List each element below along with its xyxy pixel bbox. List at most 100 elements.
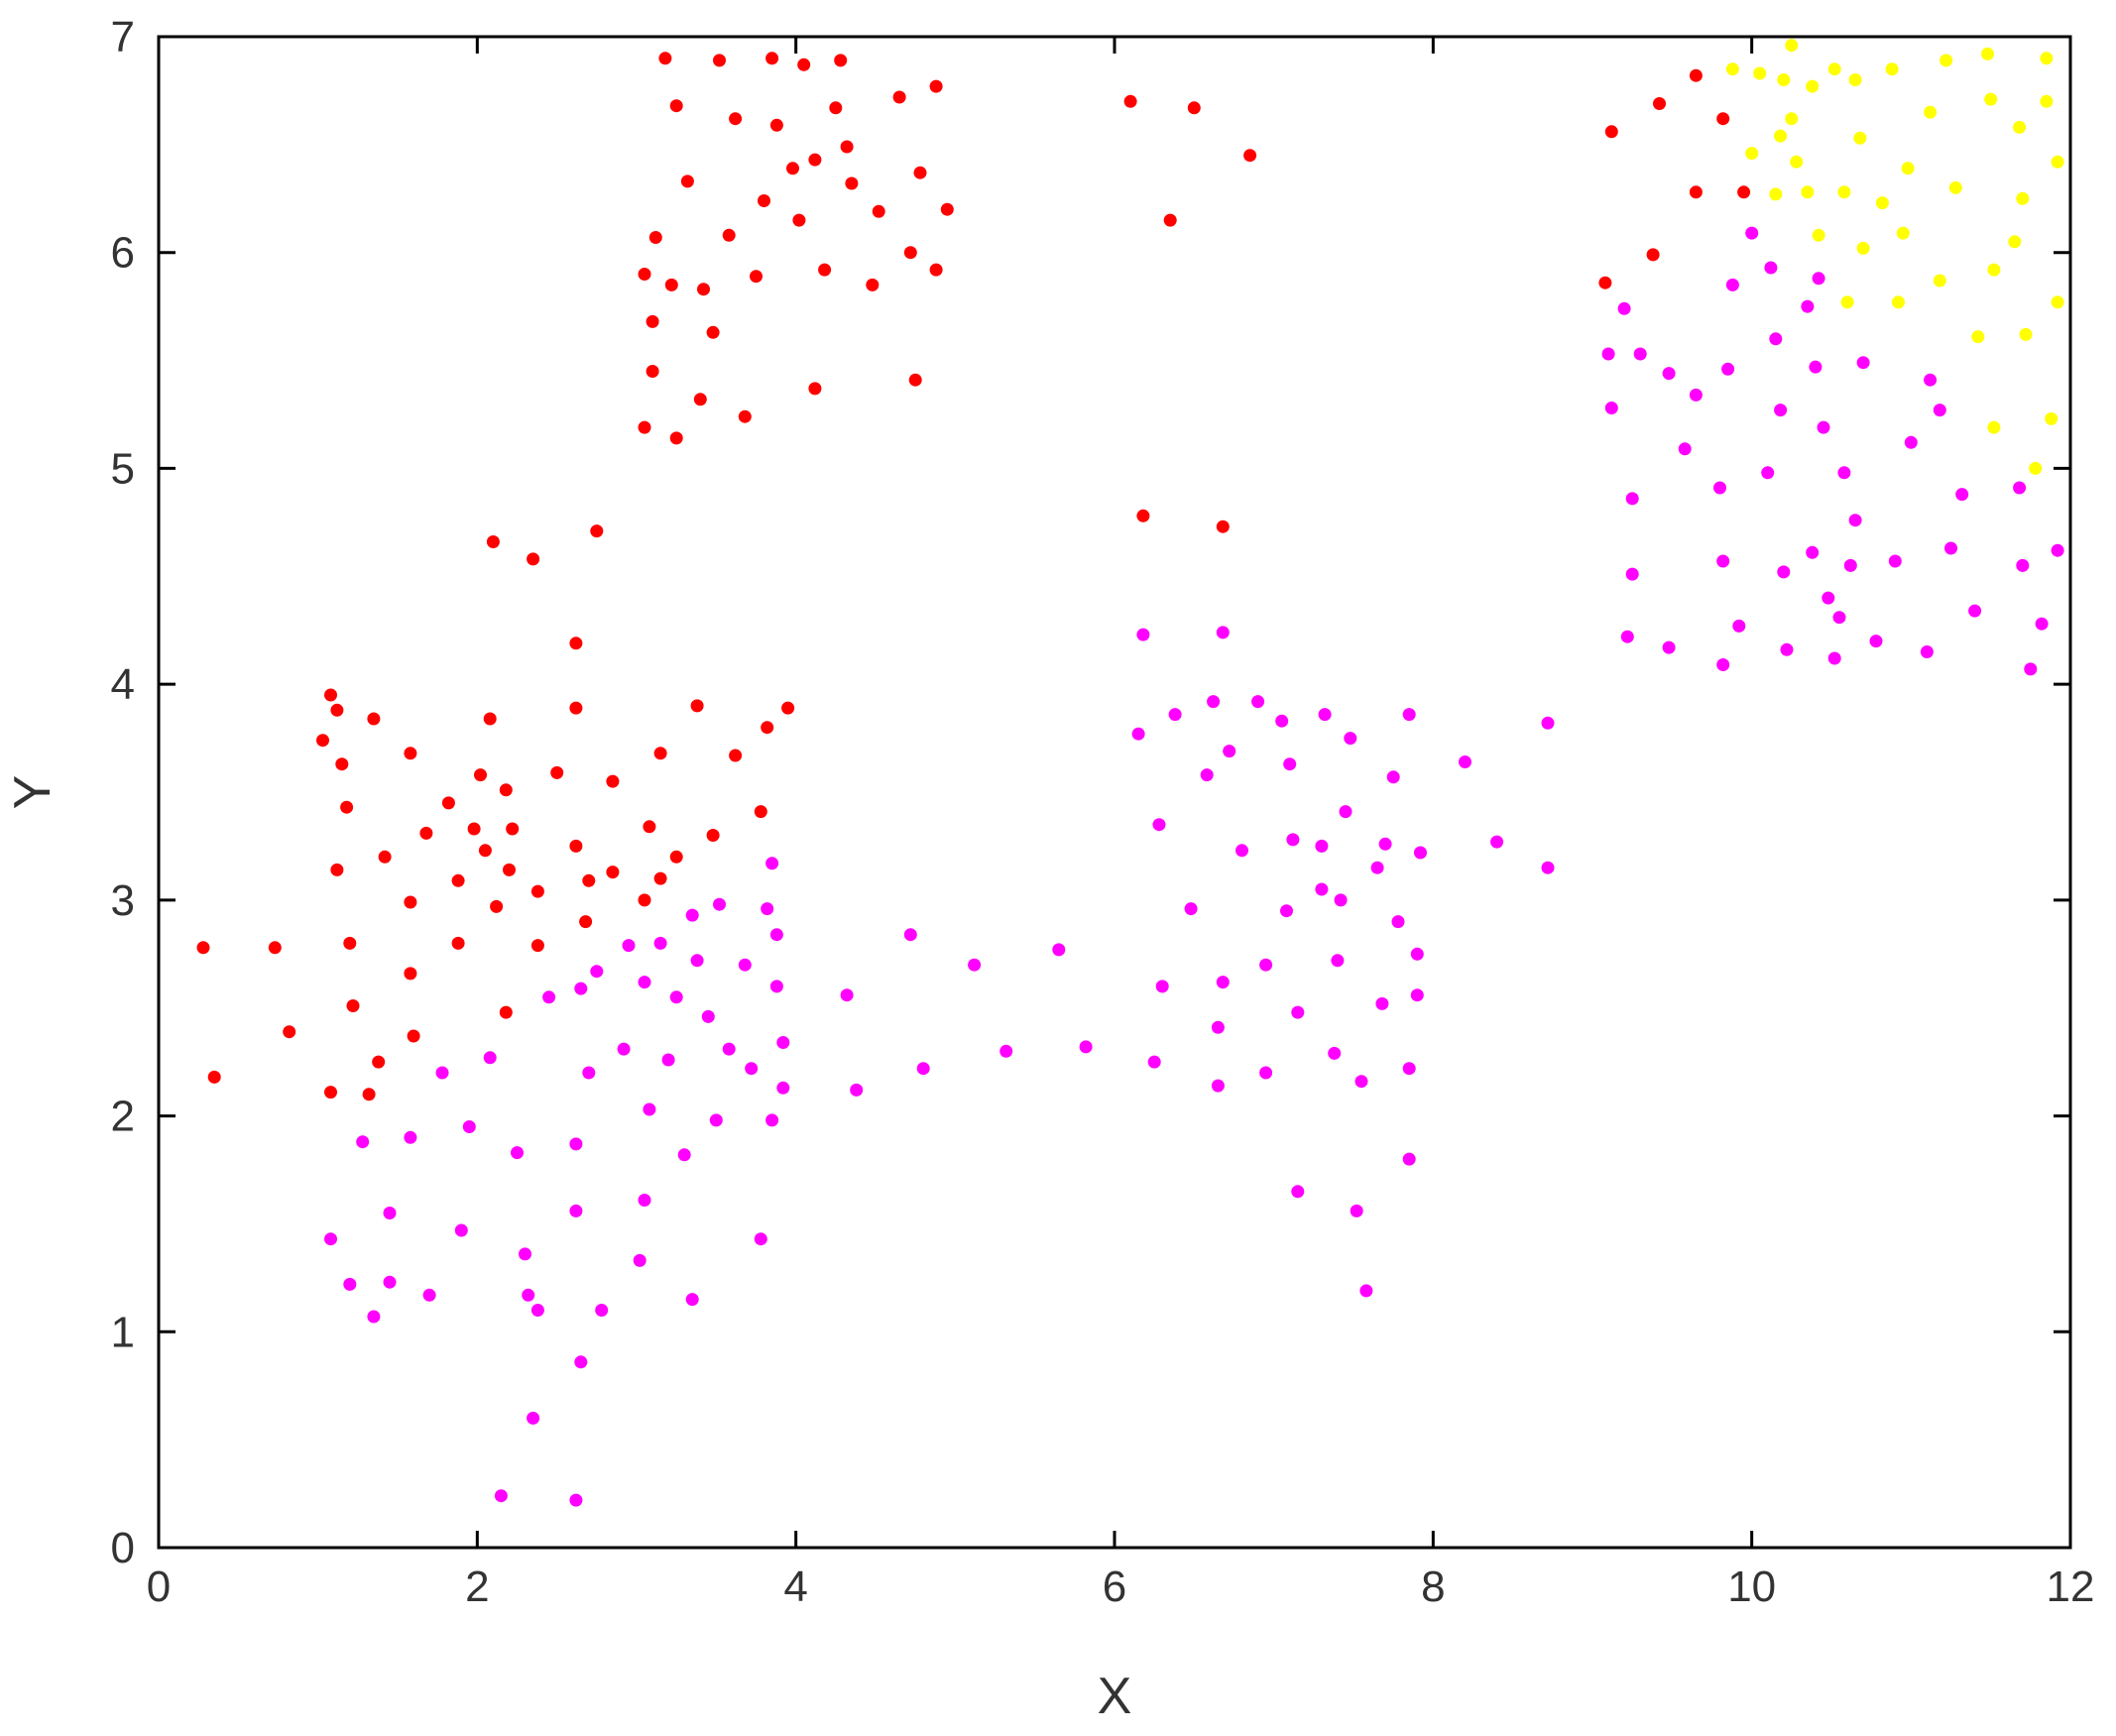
- data-point-s0-74: [872, 204, 885, 218]
- data-point-s1-40: [701, 1009, 715, 1023]
- data-point-s2-10: [1806, 79, 1820, 93]
- data-point-s1-23: [574, 982, 588, 995]
- x-tick-label-12: 12: [2047, 1562, 2095, 1611]
- data-point-s0-18: [404, 895, 417, 909]
- data-point-s1-6: [404, 1130, 417, 1144]
- data-point-s1-47: [761, 902, 774, 916]
- data-point-s0-73: [845, 176, 859, 190]
- data-point-s1-131: [1764, 261, 1778, 275]
- data-point-s0-63: [765, 52, 779, 65]
- data-point-s1-126: [1721, 362, 1735, 376]
- data-point-s1-12: [494, 1489, 508, 1503]
- data-point-s2-22: [1901, 162, 1915, 175]
- data-point-s1-9: [454, 1223, 468, 1237]
- data-point-s0-108: [1689, 185, 1703, 199]
- data-point-s0-81: [908, 373, 922, 387]
- data-point-s1-158: [2016, 558, 2030, 572]
- data-point-s0-89: [693, 393, 707, 406]
- data-point-s0-37: [530, 939, 544, 953]
- data-point-s1-78: [1259, 958, 1273, 972]
- data-point-s1-34: [661, 1053, 675, 1067]
- data-point-s2-34: [2016, 191, 2030, 205]
- data-point-s2-38: [2040, 94, 2054, 108]
- data-point-s0-46: [606, 866, 620, 879]
- data-point-s1-159: [2024, 662, 2038, 676]
- data-point-s0-16: [378, 850, 392, 864]
- data-point-s0-65: [797, 58, 811, 71]
- data-point-s2-11: [1812, 228, 1825, 242]
- data-point-s0-91: [664, 278, 678, 291]
- data-point-s0-5: [324, 688, 337, 702]
- data-point-s0-21: [419, 826, 433, 840]
- data-point-s2-23: [1924, 105, 1938, 119]
- data-point-s1-71: [1211, 1020, 1225, 1034]
- data-point-s1-117: [1625, 567, 1639, 581]
- data-point-s2-15: [1848, 73, 1862, 86]
- data-point-s1-42: [713, 897, 726, 911]
- data-point-s1-26: [595, 1304, 609, 1317]
- data-point-s1-70: [1207, 695, 1221, 709]
- plot-frame: [157, 35, 2072, 1550]
- data-point-s1-136: [1801, 299, 1815, 313]
- data-point-s1-156: [1968, 604, 1982, 618]
- data-point-s2-7: [1785, 112, 1799, 126]
- data-point-s1-137: [1806, 545, 1820, 559]
- data-point-s0-97: [669, 431, 683, 445]
- data-point-s0-106: [1646, 248, 1660, 262]
- data-point-s1-111: [1541, 861, 1555, 874]
- data-point-s1-128: [1732, 619, 1746, 633]
- data-point-s1-62: [1131, 727, 1145, 741]
- data-point-s0-72: [792, 213, 806, 227]
- data-point-s0-107: [1653, 97, 1666, 110]
- data-point-s1-30: [638, 1194, 651, 1207]
- data-point-s2-41: [2051, 295, 2064, 309]
- data-point-s0-103: [1216, 520, 1230, 533]
- data-point-s0-6: [330, 703, 344, 717]
- data-point-s1-85: [1291, 1185, 1305, 1199]
- x-tick-label-4: 4: [783, 1562, 807, 1611]
- data-point-s0-32: [503, 863, 516, 876]
- data-point-s1-5: [383, 1207, 397, 1219]
- data-point-s0-27: [478, 844, 492, 858]
- data-point-s1-13: [511, 1146, 524, 1160]
- data-point-s0-34: [499, 1005, 513, 1019]
- data-point-s2-24: [1933, 274, 1946, 288]
- data-point-s1-57: [916, 1062, 930, 1076]
- data-point-s2-1: [1745, 147, 1759, 161]
- data-point-s0-88: [706, 325, 720, 339]
- data-point-s1-118: [1633, 347, 1647, 361]
- data-point-s1-112: [1601, 347, 1615, 361]
- data-point-s1-53: [776, 1081, 790, 1095]
- data-point-s0-53: [706, 829, 720, 842]
- data-point-s0-59: [669, 99, 683, 113]
- data-point-s0-9: [330, 863, 344, 876]
- data-point-s1-29: [633, 1253, 647, 1267]
- y-axis-label: Y: [4, 775, 61, 810]
- data-point-s2-33: [2013, 120, 2027, 134]
- data-point-s0-0: [196, 941, 210, 955]
- data-point-s2-13: [1837, 185, 1851, 199]
- data-point-s1-79: [1259, 1066, 1273, 1080]
- data-point-s0-85: [750, 270, 763, 284]
- data-point-s0-24: [451, 936, 465, 950]
- data-point-s0-104: [1598, 276, 1612, 289]
- data-point-s1-19: [569, 1137, 583, 1151]
- data-point-s0-43: [582, 873, 596, 887]
- data-point-s0-58: [658, 52, 672, 65]
- data-point-s1-54: [840, 988, 854, 1002]
- y-tick-label-6: 6: [111, 229, 135, 278]
- data-point-s2-20: [1892, 295, 1905, 309]
- data-point-s0-8: [340, 800, 354, 814]
- y-tick-label-1: 1: [111, 1308, 135, 1356]
- data-point-s1-120: [1662, 640, 1676, 654]
- y-tick-label-7: 7: [111, 13, 135, 61]
- data-point-s1-89: [1328, 1046, 1342, 1060]
- data-point-s1-60: [1052, 943, 1066, 957]
- data-point-s1-58: [968, 958, 982, 972]
- data-point-s0-52: [690, 699, 704, 713]
- data-point-s1-157: [2013, 481, 2027, 495]
- data-point-s1-61: [1079, 1040, 1093, 1054]
- data-point-s0-1: [207, 1070, 221, 1084]
- points-layer: [196, 39, 2064, 1507]
- data-point-s1-133: [1774, 404, 1788, 417]
